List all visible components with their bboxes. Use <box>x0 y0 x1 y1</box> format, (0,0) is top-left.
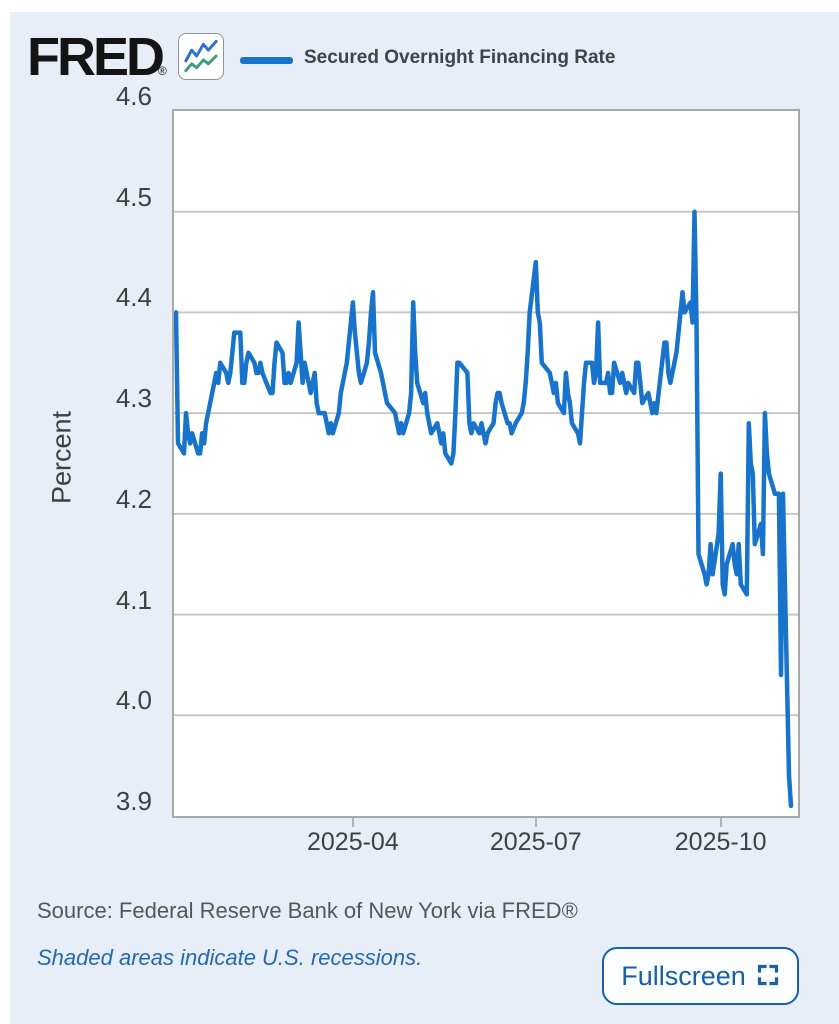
legend-line-swatch <box>240 57 293 64</box>
y-axis-label: 4.3 <box>115 383 152 414</box>
data-line-sofr <box>174 209 794 809</box>
source-text: Source: Federal Reserve Bank of New York… <box>37 898 578 923</box>
y-axis-label: 3.9 <box>115 786 152 816</box>
legend-series-label: Secured Overnight Financing Rate <box>304 47 616 68</box>
plot-area[interactable] <box>172 109 800 818</box>
y-axis-label: 4.2 <box>115 483 152 514</box>
x-axis-label: 2025-10 <box>674 828 767 856</box>
y-axis-label: 4.0 <box>115 685 152 716</box>
recession-note: Shaded areas indicate U.S. recessions. <box>37 945 423 970</box>
y-axis-label: 4.5 <box>115 181 152 212</box>
x-axis-tick <box>719 818 722 827</box>
y-axis-label: 4.1 <box>115 584 152 615</box>
fred-sparkline-icon <box>178 33 224 80</box>
y-axis-label: 4.4 <box>115 282 152 313</box>
fred-logo[interactable]: FRED <box>27 27 165 87</box>
x-axis-label: 2025-07 <box>489 828 582 856</box>
fullscreen-icon <box>756 963 780 990</box>
x-axis-label: 2025-04 <box>306 828 399 856</box>
fullscreen-button-label: Fullscreen <box>621 960 746 991</box>
registered-trademark: ® <box>158 64 167 78</box>
x-axis-tick <box>534 818 537 827</box>
y-axis-label: 4.6 <box>115 81 152 111</box>
fullscreen-button[interactable]: Fullscreen <box>602 947 799 1005</box>
x-axis-tick <box>351 818 354 827</box>
chart-panel: FRED ® Secured Overnight Financing Rate … <box>10 12 839 1024</box>
